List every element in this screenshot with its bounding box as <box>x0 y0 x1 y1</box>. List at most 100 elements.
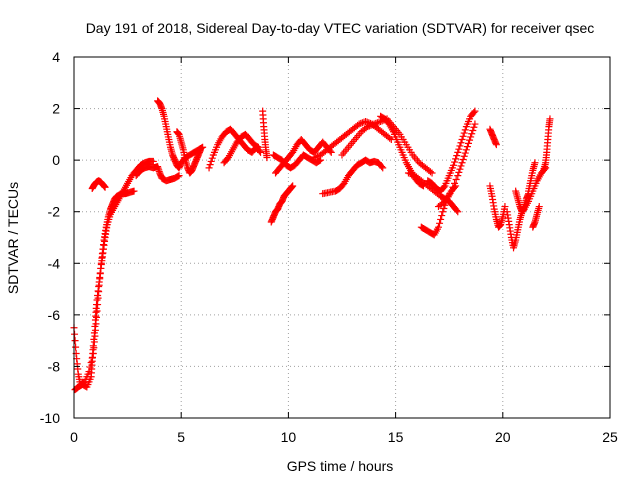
data-point <box>459 132 467 140</box>
data-point <box>310 154 318 162</box>
series-arc-19.5h <box>486 125 500 149</box>
data-point <box>369 121 377 129</box>
data-point <box>130 187 138 195</box>
data-point <box>460 152 468 160</box>
data-point <box>362 117 370 125</box>
x-axis-label: GPS time / hours <box>287 458 394 474</box>
data-point <box>461 149 469 157</box>
data-point <box>535 203 543 211</box>
data-point <box>434 223 442 231</box>
chart-title: Day 191 of 2018, Sidereal Day-to-day VTE… <box>86 20 595 36</box>
y-axis-label: SDTVAR / TECUs <box>5 182 21 294</box>
data-point <box>312 153 320 161</box>
data-point <box>263 154 271 162</box>
series-arc-10h <box>272 136 335 177</box>
data-point <box>458 159 466 167</box>
data-point <box>471 107 479 115</box>
data-point <box>455 168 463 176</box>
series-arc-21h <box>512 164 550 216</box>
data-point <box>468 130 476 138</box>
axis-ticks <box>73 56 611 419</box>
series-arc-22h <box>540 115 554 174</box>
data-points <box>70 97 554 394</box>
data-point <box>464 139 472 147</box>
data-point <box>379 164 387 172</box>
data-point <box>459 155 467 163</box>
data-point <box>453 152 461 160</box>
data-point <box>470 108 478 116</box>
data-point <box>206 161 214 169</box>
data-point <box>458 136 466 144</box>
data-point <box>257 148 265 156</box>
y-tick-label: 2 <box>52 101 60 117</box>
data-point <box>89 342 97 350</box>
data-point <box>454 208 462 216</box>
data-point <box>357 119 365 127</box>
x-tick-label: 0 <box>70 429 78 445</box>
data-point <box>426 168 434 176</box>
series-arc-early-rise <box>70 187 138 388</box>
data-point <box>196 146 204 154</box>
data-point <box>439 199 447 207</box>
data-point <box>90 335 98 343</box>
data-point <box>364 123 372 131</box>
data-point <box>461 126 469 134</box>
series-arc-9h-low <box>267 182 297 226</box>
data-point <box>205 164 213 172</box>
data-point <box>71 330 79 338</box>
data-point <box>531 159 539 167</box>
data-point <box>373 119 381 127</box>
data-point <box>456 142 464 150</box>
data-point <box>91 322 99 330</box>
data-point <box>255 147 263 155</box>
data-point <box>451 179 459 187</box>
x-tick-label: 25 <box>602 429 618 445</box>
data-point <box>428 169 436 177</box>
y-tick-label: -4 <box>48 255 61 271</box>
data-point <box>454 148 462 156</box>
data-point <box>355 120 363 128</box>
data-point <box>365 122 373 130</box>
data-point <box>457 139 465 147</box>
series-arc-12.5h-low <box>319 156 387 198</box>
data-point <box>174 172 182 180</box>
x-tick-label: 15 <box>388 429 404 445</box>
series-arc-7h <box>220 130 262 167</box>
data-point <box>289 182 297 190</box>
data-point <box>492 141 500 149</box>
data-point <box>313 152 321 160</box>
series-arc-8.8h <box>259 107 271 162</box>
x-tick-label: 20 <box>495 429 511 445</box>
data-point <box>457 162 465 170</box>
data-point <box>439 208 447 216</box>
data-point <box>470 123 478 131</box>
series-arc-small-hump <box>88 177 109 193</box>
data-point <box>452 155 460 163</box>
y-tick-labels: -10 -8 -6 -4 -2 0 2 4 <box>40 49 60 426</box>
data-point <box>253 143 261 151</box>
data-point <box>449 183 457 191</box>
data-point <box>454 172 462 180</box>
data-point <box>449 161 457 169</box>
series-arc-13h <box>338 115 436 177</box>
y-tick-label: -6 <box>48 307 61 323</box>
y-tick-label: 4 <box>52 49 60 65</box>
data-point <box>447 187 455 195</box>
data-point <box>455 145 463 153</box>
y-tick-label: -2 <box>48 204 61 220</box>
data-point <box>101 183 109 191</box>
series-arc-17.5h <box>434 120 479 211</box>
data-point <box>453 206 461 214</box>
data-point <box>471 120 479 128</box>
data-point <box>327 148 335 156</box>
data-point <box>462 146 470 154</box>
data-point <box>546 115 554 123</box>
data-point <box>90 329 98 337</box>
y-tick-label: -8 <box>48 358 61 374</box>
plot-frame <box>73 56 611 419</box>
series-arc-5h <box>173 128 204 177</box>
data-point <box>438 212 446 220</box>
x-tick-label: 10 <box>281 429 297 445</box>
data-point <box>254 143 262 151</box>
